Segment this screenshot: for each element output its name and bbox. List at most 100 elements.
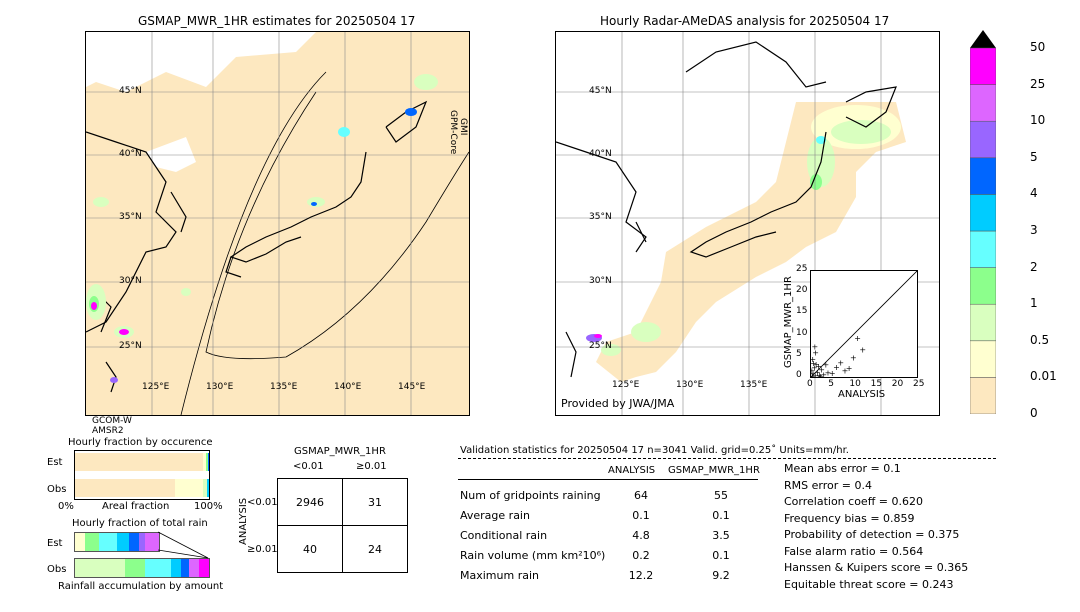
scatter-point: + [850, 353, 857, 362]
scatter-point: + [859, 345, 866, 354]
scatter-point: + [811, 364, 818, 373]
colorbar-tick-label: 50 [1030, 40, 1046, 54]
left-side-label-1: GPM-Core [448, 110, 458, 155]
scatter-point: + [822, 361, 829, 370]
left-lon-label-140: 140°E [334, 382, 362, 392]
scatter-x-tick: 10 [849, 379, 861, 389]
scatter-point: + [837, 359, 844, 368]
scatter-x-tick: 20 [891, 379, 904, 389]
validation-row-gsmap: 9.2 [712, 569, 730, 582]
contingency-cell-22: 24 [342, 525, 408, 573]
total-rain-bar-est [74, 532, 160, 552]
scatter-point: + [812, 348, 819, 357]
occurrence-bar-est [75, 453, 209, 471]
validation-row-label: Maximum rain [460, 569, 539, 582]
occurrence-axis-mid: Areal fraction [102, 501, 170, 512]
validation-row-gsmap: 3.5 [712, 529, 730, 542]
right-lat-label-30: 30°N [589, 276, 612, 286]
validation-row-analysis: 0.1 [632, 509, 650, 522]
right-lon-label-135: 135°E [740, 380, 768, 390]
scatter-x-tick: 0 [807, 379, 813, 389]
scatter-point: + [842, 367, 849, 376]
right-lon-label-130: 130°E [676, 380, 704, 390]
scatter-y-tick: 10 [796, 327, 808, 338]
colorbar [969, 30, 997, 415]
contingency-title: GSMAP_MWR_1HR [294, 446, 386, 457]
validation-row-gsmap: 0.1 [712, 549, 730, 562]
colorbar-segment [969, 84, 997, 122]
scatter-y-tick: 5 [796, 348, 802, 359]
scatter-y-tick: 20 [796, 285, 808, 296]
left-lon-label-145: 145°E [398, 382, 426, 392]
contingency-row-2: ≥0.01 [247, 544, 278, 555]
right-lon-label-125: 125°E [612, 380, 640, 390]
scatter-ylabel: GSMAP_MWR_1HR [783, 276, 794, 368]
validation-row-label: Rain volume (mm km²10⁶) [460, 549, 606, 562]
scatter-point: + [811, 342, 818, 351]
scatter-plot: + + + + + + + + + + + + + + + + + + + + + + + + + + [808, 270, 918, 381]
scatter-point: + [833, 363, 840, 372]
colorbar-tick-label: 5 [1030, 149, 1038, 164]
total-rain-row-obs: Obs [47, 564, 67, 575]
scatter-point: + [811, 359, 817, 368]
validation-header-divider [458, 458, 996, 459]
left-map-title: GSMAP_MWR_1HR estimates for 20250504 17 [138, 14, 416, 28]
contingency-col-2: ≥0.01 [356, 461, 387, 472]
colorbar-segment [969, 47, 997, 85]
total-rain-connector [157, 531, 209, 559]
colorbar-canvas [969, 30, 997, 415]
colorbar-extend-triangle [970, 30, 996, 48]
contingency-col-1: <0.01 [293, 461, 324, 472]
validation-score: RMS error = 0.4 [784, 478, 872, 492]
total-rain-axis-label: Rainfall accumulation by amount [58, 581, 224, 592]
occurrence-title: Hourly fraction by occurence [68, 437, 213, 448]
right-lat-label-45: 45°N [589, 86, 612, 96]
validation-row-analysis: 12.2 [628, 569, 654, 582]
contingency-table: 2946 31 40 24 [277, 478, 408, 573]
contingency-cell-21: 40 [277, 525, 343, 573]
scatter-x-tick: 5 [828, 379, 834, 389]
left-side-label-2: GMI [458, 118, 468, 136]
left-lon-label-135: 135°E [270, 382, 298, 392]
colorbar-tick-label: 1 [1030, 296, 1038, 311]
validation-score: Frequency bias = 0.859 [784, 511, 915, 525]
scatter-point: + [815, 362, 822, 371]
colorbar-tick-label: 4 [1030, 186, 1038, 201]
validation-row-label: Conditional rain [460, 529, 548, 542]
scatter-point: + [811, 370, 816, 377]
contingency-side-label: ANALYSIS [238, 497, 249, 545]
colorbar-segment [969, 157, 997, 195]
colorbar-tick-label: 10 [1030, 113, 1046, 128]
total-rain-row-est: Est [47, 538, 63, 549]
validation-col-divider [458, 479, 758, 480]
left-map-canvas [86, 32, 469, 415]
scatter-x-tick: 15 [870, 379, 883, 389]
contingency-cell-12: 31 [342, 478, 408, 526]
scatter-xlabel: ANALYSIS [838, 389, 886, 400]
colorbar-tick-label: 25 [1030, 76, 1046, 91]
validation-row-analysis: 0.2 [632, 549, 650, 562]
colorbar-segment [969, 230, 997, 268]
sat-label-2: AMSR2 [92, 426, 124, 436]
left-map [85, 31, 470, 416]
total-rain-title: Hourly fraction of total rain [72, 518, 208, 529]
scatter-point: + [820, 370, 827, 377]
validation-row-label: Num of gridpoints raining [460, 489, 601, 502]
validation-score: Hanssen & Kuipers score = 0.365 [784, 561, 969, 574]
colorbar-tick-label: 2 [1030, 259, 1038, 274]
scatter-point: + [818, 365, 825, 374]
scatter-point: + [811, 355, 816, 364]
validation-score: Correlation coeff = 0.620 [784, 495, 923, 508]
contingency-cell-11: 2946 [277, 478, 343, 526]
scatter-point: + [814, 368, 821, 377]
left-lon-label-125: 125°E [142, 382, 170, 392]
occurrence-chart [74, 450, 210, 500]
left-lat-label-35: 35°N [119, 212, 142, 222]
sat-label-1: GCOM-W [92, 416, 132, 426]
validation-col-gsmap: GSMAP_MWR_1HR [668, 465, 760, 476]
right-map-title: Hourly Radar-AMeDAS analysis for 2025050… [600, 14, 890, 28]
right-lat-label-35: 35°N [589, 212, 612, 222]
scatter-point: + [811, 372, 816, 377]
contingency-row-1: <0.01 [247, 497, 278, 508]
scatter-canvas: ++++++++++++++++++++++++++ [808, 270, 918, 381]
